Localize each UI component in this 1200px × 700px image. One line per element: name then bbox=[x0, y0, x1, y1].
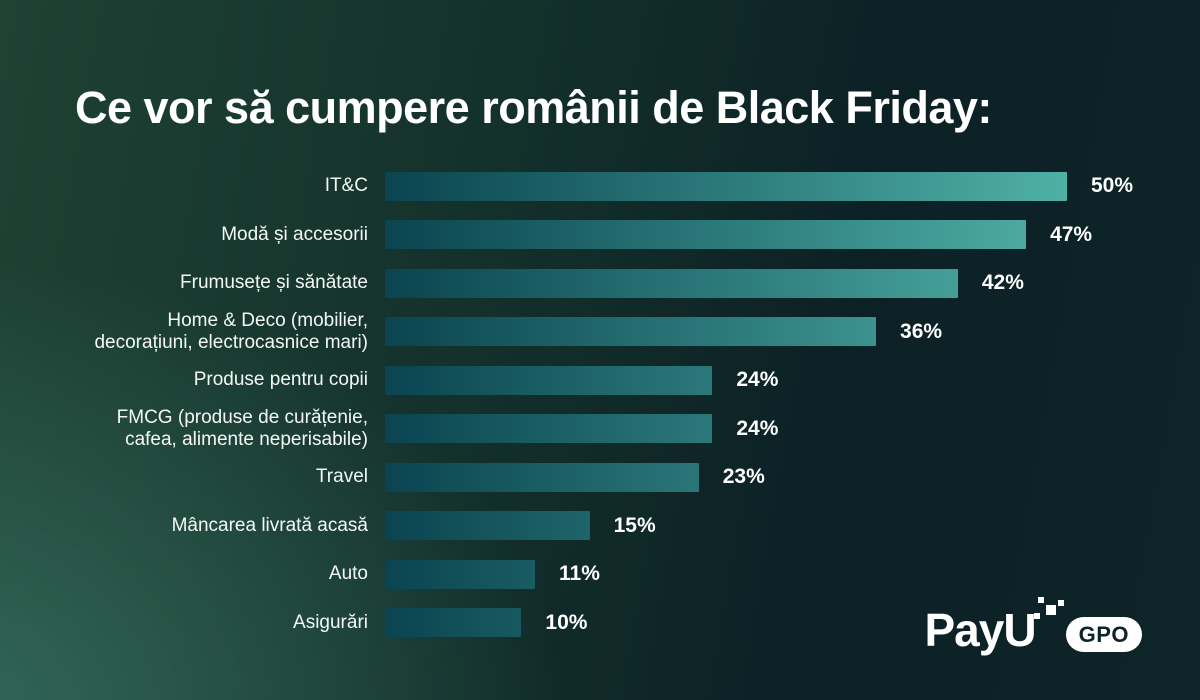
bar-track: 50% bbox=[385, 162, 1143, 211]
bar-track: 10% bbox=[385, 599, 1143, 648]
bar bbox=[385, 608, 522, 638]
chart-row: Frumusețe și sănătate 42% bbox=[68, 259, 1143, 308]
value-label: 15% bbox=[613, 513, 656, 537]
bar bbox=[385, 317, 877, 347]
bar-track: 36% bbox=[385, 308, 1143, 357]
bar-track: 42% bbox=[385, 259, 1143, 308]
value-label: 42% bbox=[981, 271, 1024, 295]
chart-row: IT&C 50% bbox=[68, 162, 1143, 211]
value-label: 23% bbox=[722, 465, 765, 489]
chart-row: Modă și accesorii 47% bbox=[68, 211, 1143, 260]
bar bbox=[385, 365, 713, 395]
payu-wordmark: PayU bbox=[924, 597, 1066, 656]
chart-row: Asigurări 10% bbox=[68, 599, 1143, 648]
payu-wordmark-pay: Pay bbox=[924, 604, 1005, 656]
chart-title: Ce vor să cumpere românii de Black Frida… bbox=[75, 82, 992, 134]
bar bbox=[385, 171, 1067, 201]
category-label: Auto bbox=[328, 563, 368, 585]
value-label: 11% bbox=[559, 562, 600, 586]
chart-row: Produse pentru copii 24% bbox=[68, 356, 1143, 405]
payu-pixel-icon bbox=[1057, 600, 1064, 606]
bar-track: 24% bbox=[385, 356, 1143, 405]
payu-pixel-icon bbox=[1045, 605, 1056, 615]
chart-row: Travel 23% bbox=[68, 453, 1143, 502]
payu-pixel-icon bbox=[1037, 597, 1044, 603]
value-label: 47% bbox=[1050, 222, 1093, 246]
payu-wordmark-u: U bbox=[1003, 604, 1036, 656]
chart-row: Mâncarea livrată acasă 15% bbox=[68, 502, 1143, 551]
chart-row: FMCG (produse de curățenie, cafea, alimen… bbox=[68, 405, 1143, 454]
category-label: Frumusețe și sănătate bbox=[180, 272, 368, 294]
bar-track: 11% bbox=[385, 550, 1143, 599]
gpo-badge: GPO bbox=[1065, 617, 1142, 652]
category-label: FMCG (produse de curățenie, cafea, alimen… bbox=[116, 406, 368, 450]
value-label: 36% bbox=[900, 319, 943, 343]
category-label: Asigurări bbox=[293, 611, 368, 633]
category-label: Home & Deco (mobilier, decorațiuni, elect… bbox=[94, 309, 368, 353]
bar-track: 47% bbox=[385, 211, 1143, 260]
bar-track: 23% bbox=[385, 453, 1143, 502]
category-label: Modă și accesorii bbox=[221, 223, 368, 245]
chart-row: Home & Deco (mobilier, decorațiuni, elect… bbox=[68, 308, 1143, 357]
payu-pixel-icon bbox=[1033, 613, 1040, 619]
bar bbox=[385, 559, 536, 589]
value-label: 24% bbox=[736, 368, 779, 392]
chart-row: Auto 11% bbox=[68, 550, 1143, 599]
bar bbox=[385, 462, 699, 492]
category-label: IT&C bbox=[324, 175, 368, 197]
bar bbox=[385, 511, 590, 541]
value-label: 24% bbox=[736, 416, 779, 440]
payu-gpo-logo: PayU GPO bbox=[924, 591, 1142, 656]
category-label: Travel bbox=[315, 466, 368, 488]
category-label: Produse pentru copii bbox=[193, 369, 368, 391]
value-label: 50% bbox=[1091, 174, 1134, 198]
value-label: 10% bbox=[545, 610, 588, 634]
bar bbox=[385, 220, 1027, 250]
bar-track: 15% bbox=[385, 502, 1143, 551]
bar bbox=[385, 268, 958, 298]
category-label: Mâncarea livrată acasă bbox=[171, 514, 368, 536]
bar-chart: IT&C 50% Modă și accesorii 47% Frumusețe și … bbox=[68, 162, 1143, 647]
bar-track: 24% bbox=[385, 405, 1143, 454]
bar bbox=[385, 414, 713, 444]
